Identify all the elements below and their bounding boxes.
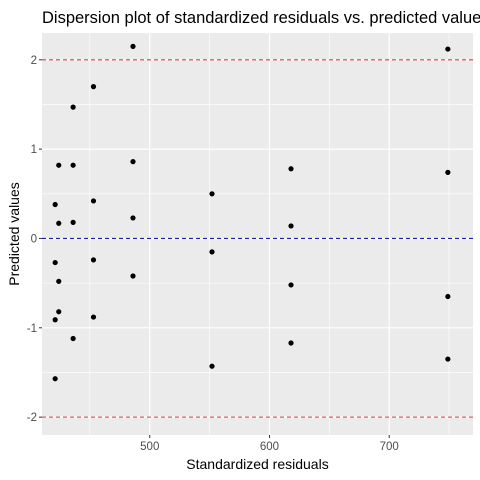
chart-title: Dispersion plot of standardized residual… <box>42 9 480 27</box>
x-axis-ticks: 500 600 700 <box>140 435 399 453</box>
data-point <box>288 340 294 346</box>
data-point <box>288 166 294 172</box>
plot-panel <box>42 33 473 435</box>
y-tick-label: -2 <box>27 412 37 424</box>
data-point <box>130 43 136 50</box>
data-point <box>70 335 76 342</box>
data-point <box>52 201 58 208</box>
reference-lines <box>42 59 473 418</box>
x-tick-label: 700 <box>380 441 399 453</box>
data-point <box>90 198 97 204</box>
data-point <box>56 309 62 315</box>
data-point <box>52 259 58 266</box>
data-point <box>130 215 136 221</box>
data-point <box>52 376 58 382</box>
y-axis-title: Predicted values <box>6 182 22 286</box>
data-point <box>90 314 97 320</box>
data-point <box>288 282 294 288</box>
data-point <box>70 219 76 225</box>
data-points <box>52 43 451 382</box>
x-tick-label: 500 <box>140 441 159 453</box>
y-tick-label: -1 <box>27 323 37 335</box>
data-point <box>209 191 215 197</box>
y-axis-ticks: -2 -1 0 1 2 <box>27 55 42 424</box>
y-tick-label: 2 <box>31 55 37 67</box>
data-point <box>445 169 451 175</box>
data-point <box>52 317 58 323</box>
data-point <box>445 293 451 300</box>
data-point <box>90 257 97 263</box>
x-tick-label: 600 <box>260 441 279 453</box>
data-point <box>209 249 215 255</box>
data-point <box>70 104 76 110</box>
x-axis-title: Standardized residuals <box>186 456 328 472</box>
y-tick-label: 0 <box>31 233 37 245</box>
data-point <box>445 46 451 52</box>
data-point <box>209 363 215 369</box>
y-tick-label: 1 <box>31 144 37 156</box>
data-point <box>90 84 97 90</box>
data-point <box>445 356 451 362</box>
data-point <box>56 220 62 226</box>
data-point <box>288 223 294 229</box>
data-point <box>56 278 62 284</box>
data-point <box>130 159 136 165</box>
data-point <box>70 162 76 168</box>
data-point <box>56 162 62 168</box>
data-point <box>130 273 136 279</box>
